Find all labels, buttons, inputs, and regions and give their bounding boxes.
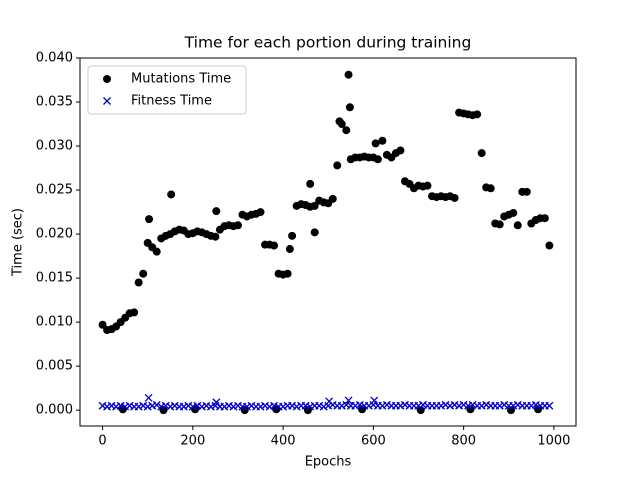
mutation-point [285, 245, 294, 254]
mutation-point [233, 221, 242, 230]
mutation-point [211, 232, 220, 241]
x-tick-label: 200 [180, 434, 205, 449]
mutation-point [513, 221, 522, 230]
y-tick-label: 0.020 [36, 227, 73, 242]
fitness-point [212, 398, 221, 407]
mutation-point [545, 241, 554, 250]
mutation-point [473, 110, 482, 119]
mutation-point [333, 161, 342, 170]
mutation-point [152, 247, 161, 256]
mutation-point [310, 228, 319, 237]
fitness-point [325, 397, 334, 406]
mutation-point [303, 406, 312, 415]
mutation-point [509, 208, 518, 217]
mutation-point [328, 194, 337, 203]
mutation-point [306, 179, 315, 188]
mutation-point [240, 406, 249, 415]
mutation-point [212, 207, 221, 216]
y-tick-label: 0.040 [36, 51, 73, 66]
mutation-point [310, 201, 319, 210]
mutation-point [534, 405, 543, 414]
legend-box [87, 65, 247, 115]
mutation-point [344, 70, 353, 79]
mutation-point [335, 117, 344, 126]
mutation-point [371, 139, 380, 148]
plot-frame [79, 57, 577, 427]
fitness-point [344, 396, 353, 405]
x-tick-label: 800 [451, 434, 476, 449]
y-tick-label: 0.025 [36, 183, 73, 198]
mutation-point [396, 146, 405, 155]
x-tick-label: 600 [361, 434, 386, 449]
y-tick-label: 0.010 [36, 315, 73, 330]
mutation-point [283, 269, 292, 278]
x-tick-label: 0 [98, 434, 106, 449]
y-tick-label: 0.015 [36, 271, 73, 286]
mutation-point [159, 406, 168, 415]
mutation-point [134, 278, 143, 287]
y-axis-label: Time (sec) [11, 208, 26, 277]
y-tick-label: 0.035 [36, 95, 73, 110]
chart-title: Time for each portion during training [184, 34, 472, 52]
mutation-point [450, 193, 459, 202]
mutation-point [270, 241, 279, 250]
y-tick-label: 0.005 [36, 359, 73, 374]
x-axis-label: Epochs [305, 455, 352, 470]
fitness-point [144, 393, 153, 402]
mutation-point [495, 220, 504, 229]
mutation-point [416, 406, 425, 415]
x-tick-label: 400 [271, 434, 296, 449]
mutation-point [466, 405, 475, 414]
mutation-point [130, 308, 139, 317]
mutation-point [342, 126, 351, 135]
mutation-point [486, 184, 495, 193]
mutation-point [507, 406, 516, 415]
mutation-point [345, 103, 354, 112]
mutation-point [373, 155, 382, 164]
mutation-point [256, 208, 265, 217]
x-tick-label: 1000 [537, 434, 570, 449]
mutation-point [167, 190, 176, 199]
mutation-point [358, 405, 367, 414]
mutation-point [522, 187, 531, 196]
series [98, 393, 554, 411]
y-tick-label: 0.030 [36, 139, 73, 154]
y-tick-label: 0.000 [36, 403, 73, 418]
mutation-point [288, 231, 297, 240]
legend-marker [103, 97, 111, 105]
mutation-point [98, 320, 107, 329]
mutation-point [540, 214, 549, 223]
mutation-point [145, 215, 154, 224]
legend-label: Fitness Time [131, 94, 212, 109]
legend-marker [103, 75, 111, 83]
fitness-point [152, 400, 161, 409]
fitness-point [545, 401, 554, 410]
mutation-point [423, 181, 432, 190]
series [98, 70, 554, 415]
mutation-point [378, 136, 387, 145]
legend-label: Mutations Time [131, 72, 231, 87]
mutation-point [477, 149, 486, 158]
fitness-point [370, 396, 379, 405]
mutation-point [139, 269, 148, 278]
